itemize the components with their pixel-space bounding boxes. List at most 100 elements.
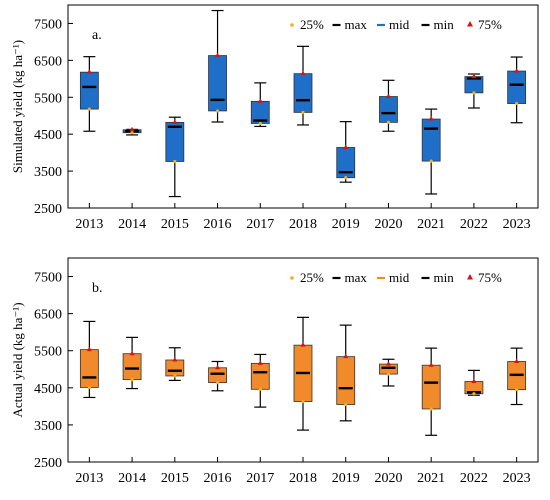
x-tick-label: 2021 [417, 471, 445, 486]
q1-marker [429, 159, 433, 163]
y-tick-label: 7500 [34, 271, 62, 286]
box-2014 [122, 336, 142, 390]
legend-label: mid [389, 270, 410, 285]
iqr-box [165, 121, 185, 162]
box-2019 [336, 121, 356, 183]
box-2022 [464, 73, 484, 109]
panel-label: b. [92, 281, 103, 296]
q1-marker [215, 109, 220, 113]
iqr-box [293, 73, 313, 113]
x-tick-label: 2018 [289, 217, 317, 232]
panel-label: a. [92, 28, 102, 43]
iqr-box [122, 353, 142, 381]
q3-marker [215, 52, 221, 58]
box-2023 [507, 56, 527, 124]
legend-item-75pct: 75% [467, 17, 502, 32]
q3-marker [300, 342, 306, 347]
x-tick-label: 2021 [417, 217, 445, 232]
legend: 25% max mid min 75% [290, 17, 502, 32]
x-tick-label: 2019 [332, 217, 360, 232]
box-2016 [208, 360, 227, 392]
iqr-box [421, 118, 441, 162]
iqr-box [208, 367, 227, 384]
y-tick-label: 6500 [34, 308, 62, 323]
q1-marker [429, 407, 433, 411]
iqr-box [421, 364, 441, 410]
q3-marker [86, 69, 92, 74]
legend-item-25pct: 25% [290, 17, 324, 32]
x-tick-label: 2023 [503, 217, 531, 232]
legend-item-mid: mid [377, 17, 410, 32]
box-2014 [122, 126, 142, 136]
q3-marker [343, 144, 349, 149]
box-2022 [464, 369, 484, 396]
q1-marker [472, 392, 476, 396]
q3-marker [257, 360, 263, 365]
q1-marker [258, 121, 262, 126]
q1-marker [258, 387, 262, 391]
box-2019 [336, 324, 356, 422]
q3-marker [129, 350, 135, 356]
box-2013 [79, 56, 99, 132]
y-tick-label: 6500 [34, 54, 62, 69]
q1-marker [515, 101, 519, 106]
x-tick-label: 2020 [374, 471, 402, 486]
y-axis-title: Simulated yield (kg ha⁻¹) [10, 40, 25, 173]
box-2023 [507, 347, 527, 406]
y-tick-label: 3500 [34, 419, 62, 434]
q3-marker [385, 93, 391, 99]
q1-marker [173, 159, 177, 164]
legend-item-mid: mid [377, 270, 410, 285]
legend-triangle-icon [467, 274, 473, 280]
box-2021 [421, 347, 441, 436]
x-tick-label: 2014 [118, 471, 146, 486]
q3-marker [129, 126, 135, 132]
box-2015 [165, 116, 185, 198]
q1-marker [130, 378, 134, 382]
legend-label: 25% [300, 270, 324, 285]
iqr-box [79, 349, 99, 388]
legend-dot-icon [290, 23, 294, 27]
legend: 25% max mid min 75% [290, 270, 502, 285]
y-tick-label: 3500 [34, 165, 62, 180]
box-2020 [379, 79, 398, 132]
q3-marker [514, 68, 520, 73]
legend-item-25pct: 25% [290, 270, 324, 285]
q1-marker [87, 385, 91, 390]
x-tick-label: 2014 [118, 217, 146, 232]
legend-triangle-icon [467, 21, 473, 27]
q3-marker [428, 116, 434, 121]
legend-label: 75% [478, 17, 502, 32]
q3-marker [385, 361, 391, 366]
box-2013 [79, 320, 99, 399]
q1-marker [301, 110, 305, 115]
q3-marker [215, 364, 221, 370]
y-tick-label: 5500 [34, 345, 62, 360]
q1-marker [215, 381, 220, 385]
q3-marker [172, 357, 178, 362]
x-tick-label: 2016 [204, 217, 232, 232]
legend-label: min [434, 17, 455, 32]
x-tick-label: 2013 [75, 471, 103, 486]
iqr-box [165, 359, 185, 377]
q3-marker [300, 70, 306, 76]
box-2017 [250, 353, 270, 408]
y-tick-label: 7500 [34, 17, 62, 32]
y-tick-label: 5500 [34, 91, 62, 106]
q3-marker [471, 73, 477, 79]
y-axis-title: Actual yield (kg ha⁻¹) [10, 302, 25, 417]
y-tick-label: 2500 [34, 456, 62, 471]
iqr-box [379, 96, 398, 123]
q1-marker [173, 374, 177, 378]
box-2015 [165, 347, 185, 381]
q3-marker [343, 353, 349, 359]
y-tick-label: 4500 [34, 382, 62, 397]
iqr-box [507, 70, 527, 104]
q1-marker [344, 402, 348, 407]
legend-label: min [434, 270, 455, 285]
q1-marker [472, 91, 476, 95]
legend-item-75pct: 75% [467, 270, 502, 285]
chart-panel-a: 2500 3500 4500 5500 6500 7500 Simulated yield … [10, 4, 539, 232]
q1-marker [386, 372, 391, 376]
